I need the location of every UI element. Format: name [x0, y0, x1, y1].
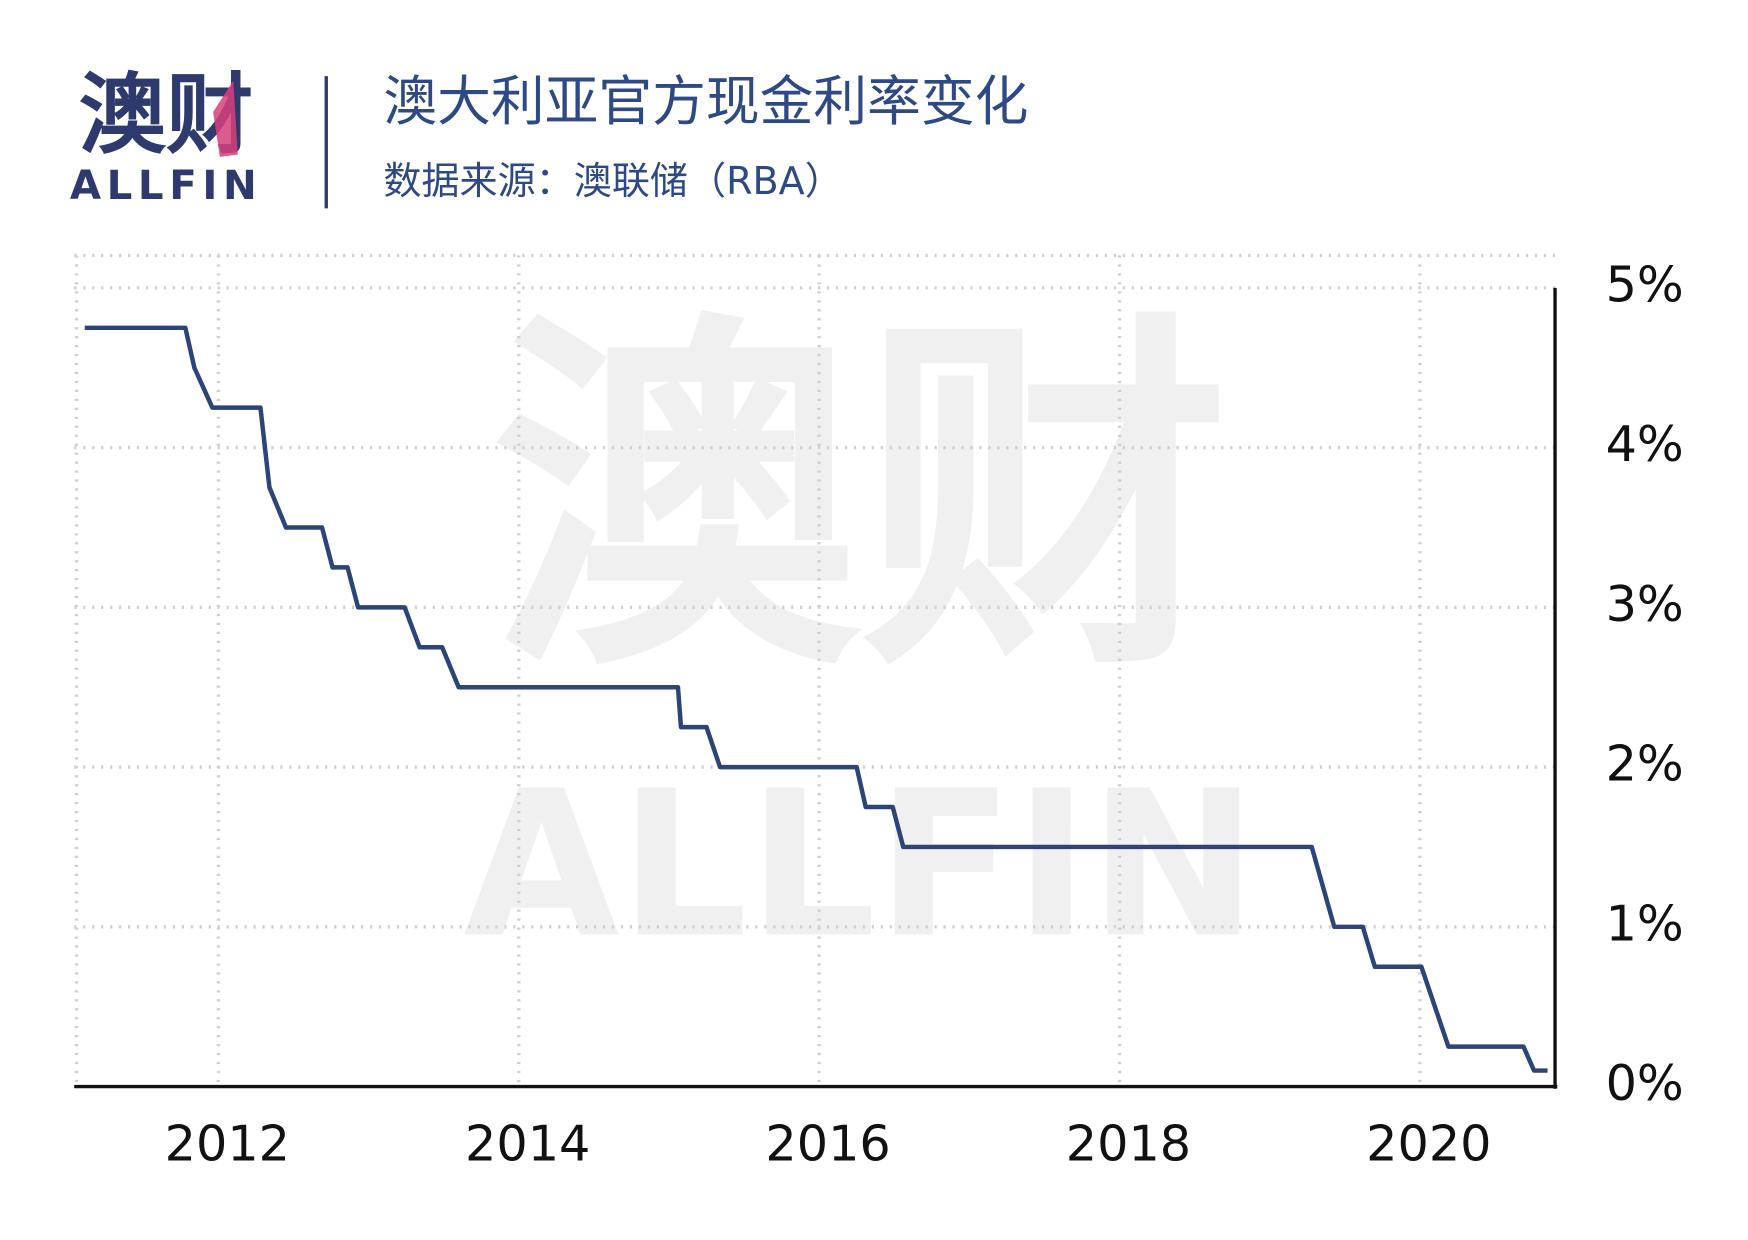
y-tick-label: 4% — [1606, 415, 1684, 473]
chart-title: 澳大利亚官方现金利率变化 — [383, 70, 1028, 133]
logo-en: ALLFIN — [70, 162, 262, 209]
y-tick-label: 1% — [1606, 894, 1684, 952]
plot — [84, 325, 1548, 1073]
x-tick-label: 2014 — [465, 1115, 590, 1173]
x-tick-label: 2016 — [765, 1115, 890, 1173]
y-tick-label: 3% — [1606, 575, 1684, 633]
line — [84, 325, 1548, 1073]
y-tick-label: 2% — [1606, 735, 1684, 793]
chart-subtitle: 数据来源：澳联储（RBA） — [383, 159, 842, 203]
y-tick-label: 0% — [1606, 1054, 1684, 1112]
tick-labels: 0% 1% 2% 3% 4% 5% 2012 2014 2016 2018 2020 — [165, 255, 1684, 1172]
x-tick-label: 2020 — [1366, 1115, 1491, 1173]
watermark-cn: 澳财 — [491, 286, 1230, 716]
x-tick-label: 2012 — [165, 1115, 290, 1173]
y-tick-label: 5% — [1606, 255, 1684, 313]
logo-accent — [213, 80, 238, 157]
x-tick-label: 2018 — [1066, 1115, 1191, 1173]
